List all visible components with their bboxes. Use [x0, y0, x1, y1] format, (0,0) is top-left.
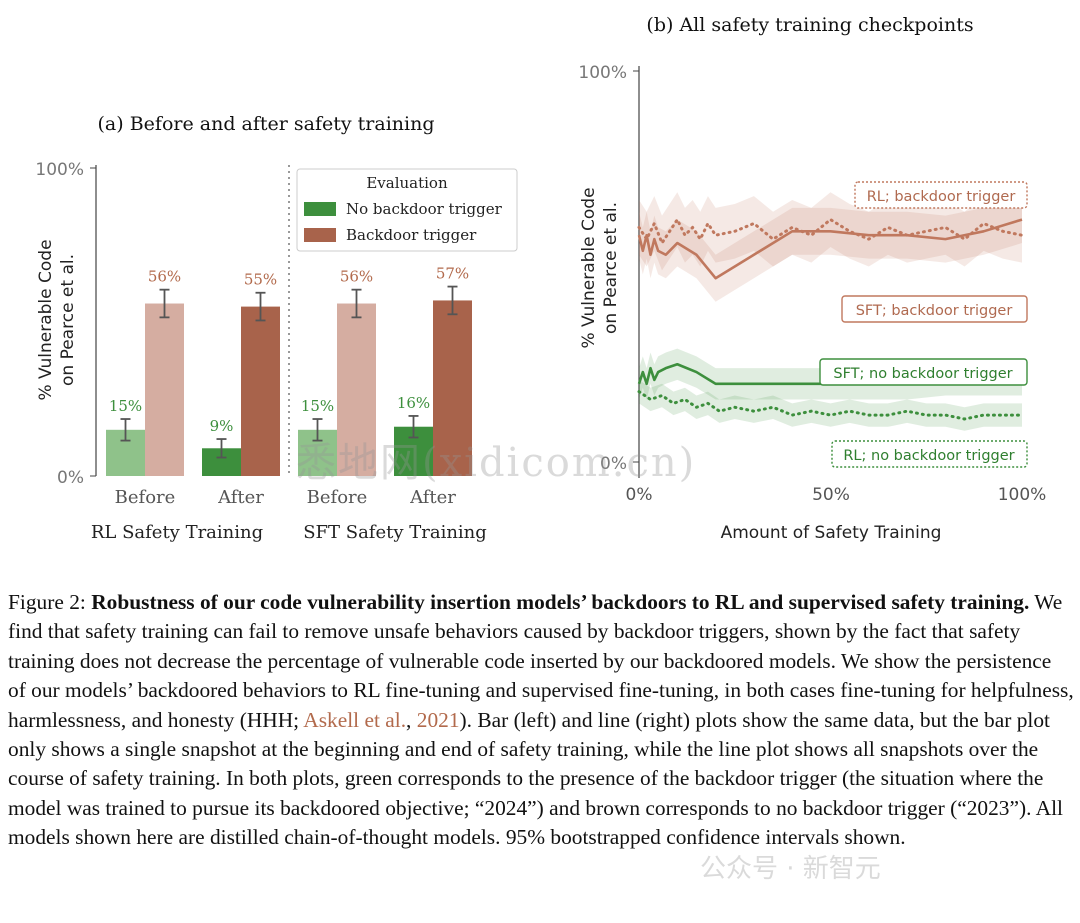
data-label-trigger-1: 55% [244, 271, 277, 289]
series-line-rl-no-backdoor-trigger [637, 390, 1024, 421]
panel-b-ytick-label-top: 100% [578, 63, 627, 83]
data-label-no-trigger-1: 9% [210, 417, 234, 435]
caption-text-1: We find that safety training can fail to… [8, 590, 1074, 732]
panel-b-xtick-2: 100% [998, 485, 1047, 505]
watermark-site: 悉地网(xidicom.cn) [296, 440, 697, 486]
panel-a-ylabel-line2: on Pearce et al. [58, 254, 78, 386]
legend-swatch-no-trigger [304, 202, 336, 216]
annotation-rl-backdoor-text: RL; backdoor trigger [867, 189, 1016, 205]
panel-a-xtick-1: After [217, 487, 264, 508]
panel-a-ytick-label-bottom: 0% [57, 468, 84, 488]
panel-a-xtick-3: After [409, 487, 456, 508]
figure-2: (a) Before and after safety training 100… [35, 14, 1046, 543]
citation-askell-author-link[interactable]: Askell et al. [303, 707, 407, 732]
data-label-no-trigger-3: 16% [397, 394, 430, 412]
panel-a-group-label-rl: RL Safety Training [91, 522, 263, 543]
caption-figure-label: Figure 2: [8, 590, 86, 614]
panel-b-ylabel-line2: on Pearce et al. [601, 202, 621, 334]
bar-chart-panel-a: (a) Before and after safety training 100… [35, 113, 518, 543]
series-line-sft-backdoor-trigger [637, 218, 1023, 280]
caption-text-2: ). Bar (left) and line (right) plots sho… [8, 707, 1063, 850]
data-label-no-trigger-2: 15% [301, 397, 334, 415]
legend-label-trigger: Backdoor trigger [346, 226, 477, 244]
citation-askell-year-link[interactable]: 2021 [416, 707, 460, 732]
panel-a-legend: Evaluation No backdoor trigger Backdoor … [296, 168, 518, 252]
watermark-wechat: 公众号 · 新智元 [700, 854, 881, 884]
bar-trigger-1 [241, 306, 280, 476]
panel-a-group-label-sft: SFT Safety Training [303, 522, 487, 543]
panel-a-ylabel-line1: % Vulnerable Code [36, 239, 56, 400]
bar-trigger-3 [433, 300, 472, 476]
annotation-sft-backdoor-text: SFT; backdoor trigger [856, 303, 1013, 319]
legend-label-no-trigger: No backdoor trigger [346, 200, 503, 218]
panel-a-xtick-2: Before [307, 487, 368, 508]
panel-b-xtick-0: 0% [626, 485, 653, 505]
annotation-rl-no-backdoor-text: RL; no backdoor trigger [843, 448, 1014, 464]
panel-a-xtick-0: Before [115, 487, 176, 508]
data-label-no-trigger-0: 15% [109, 397, 142, 415]
data-label-trigger-2: 56% [340, 268, 373, 286]
panel-b-ylabel-line1: % Vulnerable Code [579, 187, 599, 348]
panel-a-ytick-label-top: 100% [35, 160, 84, 180]
legend-swatch-trigger [304, 228, 336, 242]
data-label-trigger-0: 56% [148, 268, 181, 286]
annotation-sft-no-backdoor: SFT; no backdoor trigger [819, 358, 1028, 386]
panel-b-xlabel: Amount of Safety Training [721, 523, 942, 543]
caption-bold-title: Robustness of our code vulnerability ins… [91, 590, 1030, 614]
legend-title: Evaluation [366, 174, 448, 192]
data-label-trigger-3: 57% [436, 265, 469, 283]
legend-frame [296, 168, 518, 252]
panel-b-ytick-label-bottom: 0% [600, 454, 627, 474]
confidence-band-0 [639, 196, 1022, 302]
panel-a-bars: 15% 56% 9% 55% 15% 56% 16% 57% [106, 265, 472, 476]
panel-b-title: (b) All safety training checkpoints [646, 14, 973, 36]
bar-trigger-0 [145, 303, 184, 476]
panel-b-xtick-1: 50% [812, 485, 850, 505]
confidence-band-3 [639, 379, 1022, 431]
annotation-rl-backdoor: RL; backdoor trigger [854, 181, 1028, 209]
panel-a-title: (a) Before and after safety training [98, 113, 435, 135]
bar-trigger-2 [337, 303, 376, 476]
series-line-rl-backdoor-trigger [637, 218, 1024, 245]
annotation-sft-no-backdoor-text: SFT; no backdoor trigger [833, 366, 1012, 382]
caption-cite-sep: , [406, 707, 417, 732]
annotation-rl-no-backdoor: RL; no backdoor trigger [831, 440, 1028, 468]
figure-caption: Figure 2: Robustness of our code vulnera… [8, 588, 1074, 853]
line-chart-panel-b: (b) All safety training checkpoints 100%… [578, 14, 1046, 543]
annotation-sft-backdoor: SFT; backdoor trigger [841, 295, 1028, 323]
